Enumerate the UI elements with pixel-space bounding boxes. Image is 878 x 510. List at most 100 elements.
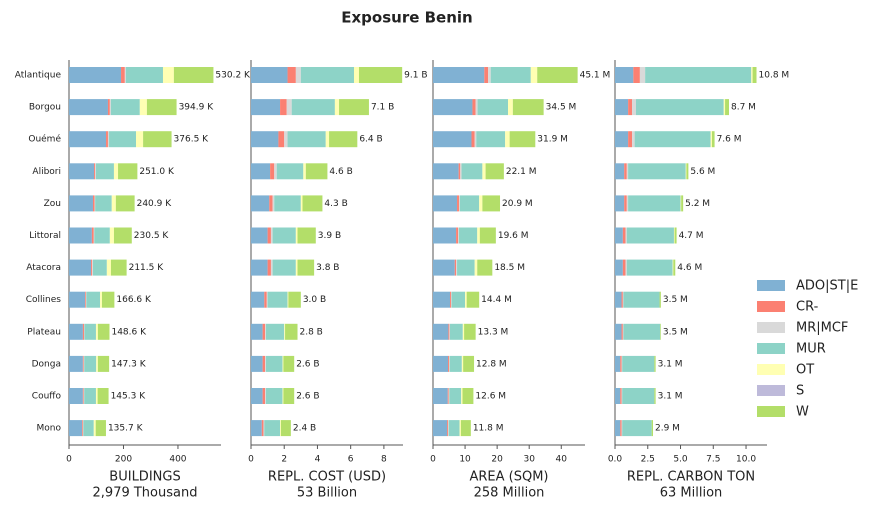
bar-segment <box>325 131 330 148</box>
bar-segment <box>626 227 674 244</box>
bar-segment <box>82 388 84 404</box>
bar-segment <box>448 388 450 404</box>
total-label: 11.8 M <box>473 424 504 434</box>
bar-segment <box>146 99 177 116</box>
total-label: 22.1 M <box>506 167 537 177</box>
bar-segment <box>628 163 686 180</box>
bar-segment <box>623 323 661 340</box>
total-label: 135.7 K <box>108 424 144 434</box>
category-label: Zou <box>44 199 61 209</box>
bar-segment <box>622 323 624 340</box>
bar-segment <box>300 195 303 212</box>
bar-segment <box>624 195 627 212</box>
bar-segment <box>479 195 483 212</box>
bar-segment <box>433 99 473 116</box>
bar-segment <box>266 291 268 308</box>
bar-segment <box>645 67 752 83</box>
legend-swatch <box>757 301 785 312</box>
bar-segment <box>124 67 126 83</box>
bar-segment <box>711 131 715 148</box>
x-axis-label: BUILDINGS <box>109 470 180 485</box>
bar-segment <box>82 420 84 437</box>
total-label: 2.9 M <box>655 424 680 434</box>
bar-segment <box>615 388 621 404</box>
x-tick-label: 10 <box>459 455 471 465</box>
total-label: 13.3 M <box>478 327 509 337</box>
bar-segment <box>626 259 673 276</box>
bar-segment <box>287 67 296 83</box>
x-tick-label: 7.5 <box>706 455 720 465</box>
total-label: 3.5 M <box>663 295 688 305</box>
bar-segment <box>449 388 462 404</box>
bar-segment <box>433 227 457 244</box>
bar-segment <box>125 67 163 83</box>
total-label: 45.1 M <box>580 71 611 81</box>
x-tick-label: 400 <box>169 455 186 465</box>
bar-segment <box>282 355 284 372</box>
bar-segment <box>95 195 112 212</box>
bar-segment <box>615 131 629 148</box>
bar-segment <box>622 420 652 437</box>
category-label: Collines <box>26 295 62 305</box>
bar-segment <box>91 227 94 244</box>
bar-segment <box>272 195 275 212</box>
bar-segment <box>461 388 463 404</box>
bar-segment <box>280 420 281 437</box>
legend-swatch <box>757 364 785 375</box>
bar-segment <box>620 388 622 404</box>
total-label: 14.4 M <box>481 295 512 305</box>
bar-segment <box>95 420 106 437</box>
bar-segment <box>106 259 111 276</box>
bar-segment <box>107 131 110 148</box>
bar-segment <box>274 195 301 212</box>
total-label: 12.6 M <box>475 392 506 402</box>
bar-segment <box>353 67 359 83</box>
legend-swatch <box>757 385 785 396</box>
bar-segment <box>291 99 335 116</box>
total-label: 3.1 M <box>658 392 683 402</box>
bar-segment <box>448 323 450 340</box>
bar-segment <box>110 99 140 116</box>
bar-segment <box>622 227 626 244</box>
bar-segment <box>262 323 266 340</box>
bar-segment <box>458 195 460 212</box>
category-label: Couffo <box>32 392 62 402</box>
bar-segment <box>634 131 711 148</box>
bar-segment <box>628 195 681 212</box>
bar-segment <box>297 227 316 244</box>
bar-segment <box>433 259 455 276</box>
bar-segment <box>267 227 271 244</box>
bar-segment <box>620 420 622 437</box>
bar-segment <box>270 227 273 244</box>
bar-segment <box>475 99 478 116</box>
x-axis-sublabel: 63 Million <box>660 486 723 501</box>
bar-segment <box>97 323 110 340</box>
bar-segment <box>265 323 266 340</box>
x-tick-label: 8 <box>381 455 387 465</box>
bar-segment <box>449 291 451 308</box>
bar-segment <box>458 163 461 180</box>
bar-segment <box>639 67 646 83</box>
total-label: 147.3 K <box>111 359 147 369</box>
bar-segment <box>284 323 286 340</box>
bar-segment <box>251 131 279 148</box>
bar-segment <box>82 420 83 437</box>
total-label: 34.5 M <box>546 103 577 113</box>
bar-segment <box>300 67 354 83</box>
legend-swatch <box>757 343 785 354</box>
x-axis-sublabel: 53 Billion <box>297 486 357 501</box>
bar-segment <box>632 99 636 116</box>
bar-segment <box>93 227 95 244</box>
bar-segment <box>433 420 448 437</box>
bar-segment <box>615 323 622 340</box>
bar-segment <box>625 259 627 276</box>
bar-segment <box>680 195 682 212</box>
bar-segment <box>615 420 621 437</box>
bar-segment <box>621 291 623 308</box>
bar-segment <box>283 388 295 404</box>
bar-segment <box>115 195 135 212</box>
x-axis-label: REPL. CARBON TON <box>627 470 755 485</box>
total-label: 230.5 K <box>134 231 170 241</box>
bar-segment <box>449 355 450 372</box>
bar-segment <box>276 163 304 180</box>
